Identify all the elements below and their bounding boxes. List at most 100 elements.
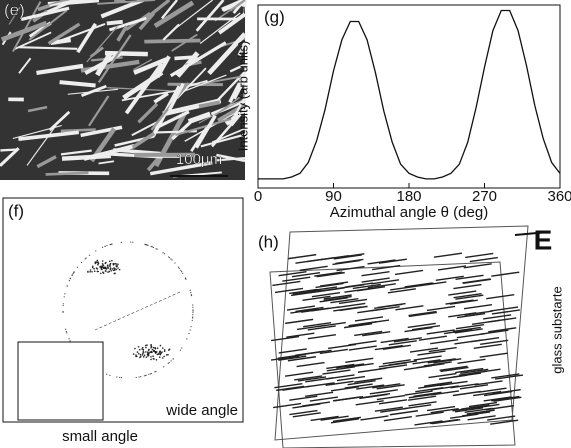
fibre (326, 363, 355, 370)
fibre (426, 405, 456, 412)
panel-label: (e) (4, 0, 25, 19)
ring-dot (188, 332, 190, 335)
fibre (301, 401, 331, 407)
diffraction-dot (151, 348, 154, 351)
fibre (432, 418, 461, 425)
diffraction-dot (93, 270, 96, 272)
ring-dot (65, 328, 67, 330)
ring-dot (179, 349, 182, 351)
diffraction-dot (141, 348, 143, 350)
texture (60, 128, 96, 133)
texture (187, 111, 212, 124)
diffraction-dot (94, 262, 97, 265)
fibre (332, 416, 361, 423)
diffraction-dot (156, 353, 159, 356)
fibre (273, 402, 302, 409)
ring-dot (192, 309, 194, 311)
fibre (389, 410, 418, 416)
ring-dot (62, 304, 64, 307)
ring-dot (192, 310, 194, 312)
fibre (295, 306, 324, 313)
ring-dot (170, 360, 172, 362)
ring-dot (76, 266, 79, 268)
texture (207, 32, 247, 76)
fibre (299, 265, 328, 271)
diffraction-dot (96, 268, 99, 270)
fibre (372, 264, 401, 271)
fibre (387, 288, 416, 294)
ring-dot (163, 366, 165, 368)
fibre (284, 371, 314, 377)
texture (160, 0, 178, 20)
fibre (292, 289, 321, 295)
fibre (337, 302, 366, 309)
fibre (408, 311, 437, 318)
fibre (453, 283, 482, 290)
diffraction-dot (150, 343, 152, 346)
diffraction-dot (109, 262, 112, 265)
fibre (361, 393, 390, 399)
ring-dot (104, 245, 106, 248)
fibre (333, 254, 362, 260)
diffraction-dot (91, 270, 93, 273)
ring-dot (148, 373, 150, 376)
diffraction-dot (142, 348, 145, 351)
fibre (295, 258, 324, 264)
diffraction-dot (150, 351, 152, 353)
fibre (480, 329, 509, 335)
diffraction-dot (109, 264, 111, 267)
diffraction-dot (156, 347, 159, 349)
fibre (352, 283, 381, 290)
ring-dot (66, 285, 68, 287)
texture (18, 46, 78, 50)
wide-angle-label: wide angle (165, 402, 238, 419)
diffraction-dot (145, 351, 147, 353)
ring-dot (168, 362, 170, 364)
diffraction-dot (150, 356, 152, 358)
texture (47, 22, 81, 45)
ring-dot (140, 376, 142, 378)
texture (76, 22, 98, 54)
fibre (390, 285, 419, 291)
diffraction-dot (115, 264, 117, 266)
fibre (408, 395, 437, 401)
fibre (360, 319, 390, 325)
fibre (452, 406, 481, 412)
texture (232, 76, 247, 100)
diffraction-dot (163, 350, 166, 353)
fibre (354, 316, 384, 322)
diffraction-dot (134, 347, 136, 350)
ring-dot (162, 252, 164, 254)
texture (97, 34, 132, 83)
diffraction-dot (91, 266, 94, 269)
fibre (382, 344, 411, 350)
ring-dot (192, 304, 194, 306)
fibre (407, 322, 436, 329)
texture (137, 102, 159, 124)
texture (168, 82, 185, 111)
ring-dot (68, 280, 70, 282)
diffraction-dot (97, 261, 99, 264)
diffraction-dot (141, 354, 144, 356)
diffraction-dot (117, 267, 119, 269)
diffraction-dot (115, 262, 117, 265)
fibre (462, 411, 491, 417)
diffraction-dot (87, 270, 89, 273)
fibre (455, 294, 484, 300)
data-line (258, 9, 561, 180)
fibre (471, 319, 501, 326)
fibre (296, 361, 325, 368)
ring-dot (190, 294, 193, 297)
fibre (427, 358, 456, 364)
decoration (0, 0, 549, 448)
diffraction-dot (159, 344, 162, 347)
x-tick-label: 180 (396, 188, 421, 205)
panel-label: (g) (264, 7, 285, 26)
ring-dot (155, 370, 157, 373)
texture (169, 41, 227, 78)
fibre (290, 290, 320, 297)
fibre (462, 278, 491, 284)
ring-dot (154, 371, 156, 373)
ring-dot (110, 243, 112, 245)
texture (98, 160, 115, 165)
